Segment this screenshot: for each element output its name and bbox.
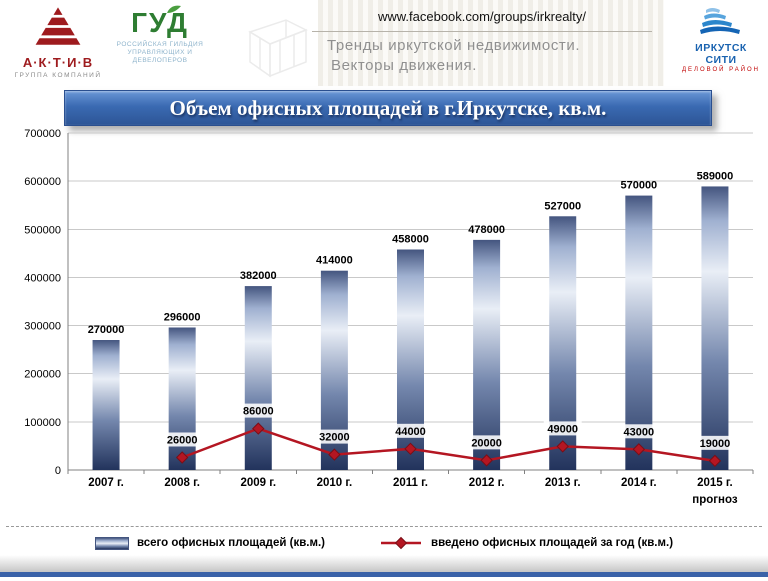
line-value-label: 32000 [319, 432, 350, 444]
y-tick-label: 100000 [24, 417, 61, 429]
line-marker [556, 440, 569, 453]
irkutsk-city-title: ИРКУТСК СИТИ [695, 42, 747, 66]
line-value-label: 49000 [547, 423, 578, 435]
line-label-bg [619, 424, 658, 439]
bar-value-label: 270000 [88, 324, 125, 336]
line-label-bg [543, 421, 582, 436]
line-value-label: 26000 [167, 434, 198, 446]
line-value-label: 19000 [700, 438, 731, 450]
bar-2007 г. [92, 340, 120, 470]
line-label-bg [467, 435, 506, 450]
leaf-icon [166, 5, 181, 13]
bar-2014 г. [625, 195, 653, 470]
chart-legend: всего офисных площадей (кв.м.) введено о… [0, 536, 768, 550]
x-category-label: 2014 г. [621, 477, 657, 489]
aktiv-logo-title: А·К·Т·И·В [22, 55, 94, 70]
gud-logo-subtitle: РОССИЙСКАЯ ГИЛЬДИЯ УПРАВЛЯЮЩИХ И ДЕВЕЛОП… [116, 41, 204, 64]
bar-value-label: 458000 [392, 234, 429, 246]
x-category-label: 2009 г. [240, 477, 276, 489]
separator-line [6, 526, 762, 527]
line-value-label: 86000 [243, 406, 274, 418]
irkutsk-city-subtitle: ДЕЛОВОЙ РАЙОН [681, 67, 761, 73]
line-marker [632, 443, 646, 456]
y-tick-label: 400000 [24, 272, 61, 284]
x-category-label: 2007 г. [88, 477, 124, 489]
slide-title-banner: Объем офисных площадей в г.Иркутске, кв.… [64, 90, 712, 126]
bar-2009 г. [244, 286, 272, 470]
line-label-bg [391, 423, 430, 438]
bar-value-label: 296000 [164, 311, 201, 323]
header-texture [318, 0, 664, 86]
legend-bar-label: всего офисных площадей (кв.м.) [136, 537, 326, 549]
line-label-bg [315, 429, 354, 444]
x-category-label: 2015 г. [697, 477, 733, 489]
line-value-label: 20000 [471, 437, 502, 449]
x-category-note: прогноз [692, 494, 738, 506]
bar-value-label: 478000 [468, 224, 505, 236]
y-tick-label: 200000 [24, 369, 61, 381]
line-label-bg [695, 435, 734, 450]
bar-2015 г. [701, 186, 729, 470]
gud-logo: ГУД РОССИЙСКАЯ ГИЛЬДИЯ УПРАВЛЯЮЩИХ И ДЕВ… [112, 5, 208, 65]
line-marker [252, 422, 265, 435]
legend-item-bars: всего офисных площадей (кв.м.) [94, 536, 326, 550]
waves-icon [700, 8, 740, 34]
y-tick-label: 500000 [24, 224, 61, 236]
footer-blue-line [0, 572, 768, 577]
gud-logo-title: ГУД [131, 5, 189, 38]
x-category-label: 2013 г. [545, 477, 581, 489]
office-space-chart: 0 100000 200000 300000 400000 500000 600000 700… [24, 128, 754, 506]
bar-value-label: 414000 [316, 255, 353, 267]
line-marker [328, 448, 341, 461]
legend-bar-swatch-icon [94, 536, 129, 550]
line-value-label: 43000 [624, 426, 655, 438]
tagline-line2: Векторы движения. [331, 57, 478, 74]
bar-value-label: 527000 [544, 200, 581, 212]
line-label-bg [163, 432, 202, 447]
x-category-label: 2012 г. [469, 477, 505, 489]
line-marker [404, 442, 417, 456]
line-marker [175, 451, 189, 464]
legend-line-label: введено офисных площадей за год (кв.м.) [431, 537, 674, 549]
bar-value-label: 382000 [240, 270, 277, 282]
facebook-url[interactable]: www.facebook.com/groups/irkrealty/ [312, 9, 652, 32]
aktiv-logo: А·К·Т·И·В ГРУППА КОМПАНИЙ [10, 6, 106, 79]
x-category-label: 2008 г. [164, 477, 200, 489]
aktiv-logo-subtitle: ГРУППА КОМПАНИЙ [14, 72, 102, 79]
bar-value-label: 570000 [620, 180, 657, 192]
line-series [181, 427, 716, 463]
legend-item-line: введено офисных площадей за год (кв.м.) [379, 536, 673, 550]
bar-value-label: 589000 [697, 170, 734, 182]
x-category-label: 2010 г. [317, 477, 353, 489]
bar-2008 г. [168, 327, 196, 470]
header: А·К·Т·И·В ГРУППА КОМПАНИЙ ГУД РОССИЙСКАЯ… [0, 0, 768, 88]
line-value-label: 44000 [395, 426, 426, 438]
tagline-line1: Тренды иркутской недвижимости. [327, 37, 581, 54]
watermark-building-icon [248, 19, 308, 78]
aktiv-triangle-icon [35, 7, 81, 45]
y-tick-label: 700000 [24, 128, 61, 140]
x-category-label: 2011 г. [393, 477, 428, 489]
line-label-bg [239, 403, 278, 418]
irkutsk-city-logo: ИРКУТСК СИТИ ДЕЛОВОЙ РАЙОН [678, 5, 764, 73]
y-tick-label: 300000 [24, 321, 61, 333]
footer-gradient-bar [0, 555, 768, 572]
y-tick-label: 0 [55, 465, 61, 477]
line-marker [708, 454, 722, 468]
y-tick-label: 600000 [24, 176, 61, 188]
slide-title: Объем офисных площадей в г.Иркутске, кв.… [169, 95, 607, 120]
bar-2012 г. [473, 239, 501, 470]
legend-line-swatch-icon [381, 536, 422, 550]
line-marker [480, 454, 493, 467]
